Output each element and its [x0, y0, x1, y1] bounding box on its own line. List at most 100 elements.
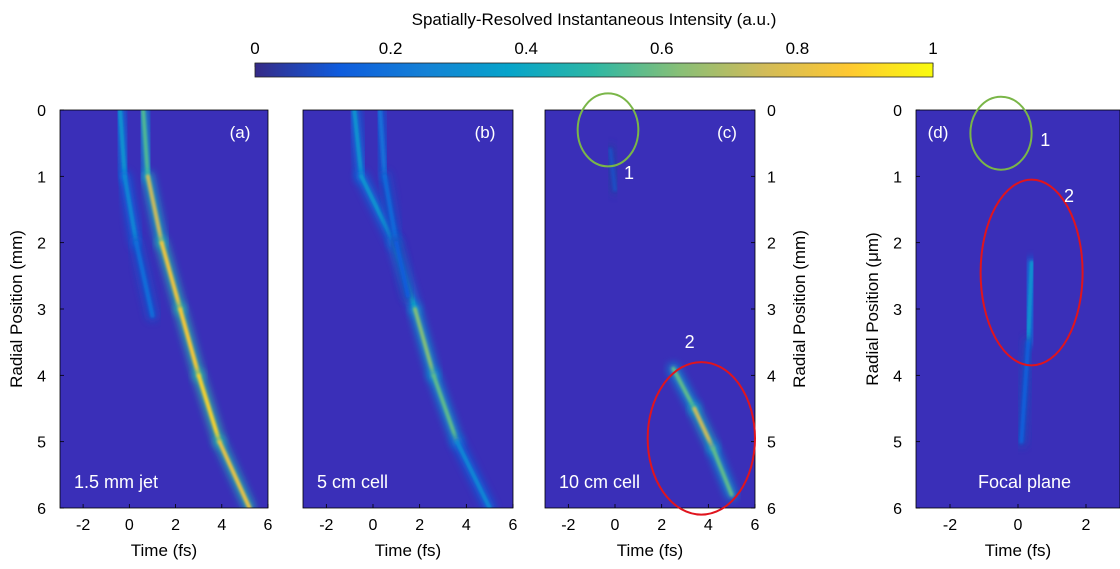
panel-a: -2 0 2 4 6 Time (fs) 0 1 2 3 4 5 6 Radial Position (m… [7, 103, 273, 560]
y-tick-label: 3 [767, 302, 776, 319]
heatmap-feature-secondary [134, 240, 155, 318]
y-axis-label: Radial Position (μm) [863, 232, 882, 385]
panel-annotation: 5 cm cell [317, 472, 388, 492]
panel-annotation: Focal plane [978, 472, 1071, 492]
x-tick-label: 2 [171, 517, 180, 534]
colorbar-label: Spatially-Resolved Instantaneous Intensi… [412, 10, 777, 29]
y-tick-label: 2 [893, 236, 902, 253]
x-tick-label: 2 [1082, 517, 1091, 534]
x-tick-label: -2 [943, 517, 957, 534]
heatmap-feature-main [431, 373, 459, 444]
ellipse-label: 2 [1064, 186, 1074, 206]
heatmap-feature-secondary [382, 174, 399, 245]
colorbar-tick-label: 0.4 [514, 39, 538, 58]
y-tick-label: 0 [37, 103, 46, 120]
x-tick-label: 0 [369, 517, 378, 534]
ellipse-label: 1 [624, 163, 634, 183]
x-tick-label: 0 [125, 517, 134, 534]
colorbar-tick-label: 0.2 [379, 39, 403, 58]
x-tick-label: 2 [657, 517, 666, 534]
x-tick-label: 6 [509, 517, 518, 534]
heatmap-feature-secondary [118, 110, 127, 179]
heatmap-feature-main [141, 110, 150, 179]
heatmap-feature-main [359, 174, 396, 245]
panel-label: (a) [230, 123, 251, 142]
panel-d: -2 0 2 Time (fs) 0 1 2 3 4 5 6 Radial Position (μm)… [863, 95, 1120, 560]
y-tick-label: 5 [37, 435, 46, 452]
y-tick-label: 0 [893, 103, 902, 120]
x-tick-label: 4 [462, 517, 471, 534]
y-tick-label: 1 [37, 169, 46, 186]
ellipse-label: 2 [685, 332, 695, 352]
heatmap-features [348, 110, 496, 508]
y-tick-label: 6 [37, 501, 46, 518]
x-tick-label: 0 [1014, 517, 1023, 534]
heatmap-feature-secondary [378, 110, 387, 179]
heatmap-feature-faint [608, 147, 617, 192]
heatmap-feature-main [159, 240, 183, 311]
heatmap-features [994, 110, 1038, 448]
x-tick-label: 4 [217, 517, 226, 534]
y-tick-label: 5 [893, 435, 902, 452]
panels: -2 0 2 4 6 Time (fs) 0 1 2 3 4 5 6 Radial Position (m… [7, 92, 1120, 560]
y-tick-label: 4 [767, 368, 776, 385]
heatmap-features [114, 110, 256, 508]
x-tick-label: -2 [561, 517, 575, 534]
x-tick-label: -2 [319, 517, 333, 534]
heatmap-feature-main [145, 174, 164, 245]
colorbar-gradient [254, 62, 934, 78]
heatmap-background [916, 110, 1120, 508]
panel-c: -2 0 2 4 6 Time (fs) 0 1 2 3 4 5 6 Radial Position (m… [544, 92, 809, 560]
y-tick-label: 6 [767, 501, 776, 518]
heatmap-background [60, 110, 268, 508]
x-axis-label: Time (fs) [375, 541, 441, 560]
colorbar-tick-label: 0.8 [786, 39, 810, 58]
y-tick-label: 1 [767, 169, 776, 186]
colorbar-tick-label: 0.6 [650, 39, 674, 58]
heatmap-features [601, 110, 738, 501]
x-axis-label: Time (fs) [985, 541, 1051, 560]
heatmap-feature-main [352, 110, 364, 179]
colorbar-tick-label: 1 [928, 39, 937, 58]
y-tick-label: 3 [37, 302, 46, 319]
heatmap-feature-main [711, 446, 734, 497]
ellipse-red [646, 361, 756, 516]
ellipse-green [576, 92, 640, 168]
y-axis-label: Radial Position (mm) [7, 230, 26, 388]
heatmap-feature-main [196, 373, 222, 444]
y-axis-label: Radial Position (mm) [790, 230, 809, 388]
heatmap-feature-secondary [122, 174, 139, 245]
heatmap-feature-main [413, 307, 436, 378]
heatmap-feature-main [217, 439, 252, 508]
x-tick-label: 6 [264, 517, 273, 534]
colorbar-tick-label: 0 [250, 39, 259, 58]
heatmap-feature-main [671, 366, 697, 411]
heatmap-feature-main [692, 406, 715, 451]
ellipse-label: 1 [1040, 130, 1050, 150]
x-tick-label: -2 [76, 517, 90, 534]
x-axis-label: Time (fs) [617, 541, 683, 560]
heatmap-feature-main [178, 307, 201, 378]
y-tick-label: 1 [893, 169, 902, 186]
y-tick-label: 6 [893, 501, 902, 518]
x-tick-label: 2 [415, 517, 424, 534]
y-tick-label: 3 [893, 302, 902, 319]
y-tick-label: 2 [37, 236, 46, 253]
panel-label: (b) [475, 123, 496, 142]
y-tick-label: 2 [767, 236, 776, 253]
ellipse-green [969, 95, 1033, 171]
axes-box [302, 109, 514, 509]
panel-b: -2 0 2 4 6 Time (fs) (b) 5 cm cell [302, 109, 518, 560]
panel-annotation: 1.5 mm jet [74, 472, 158, 492]
ellipse-red [979, 178, 1084, 367]
heatmap-feature-lobe [1019, 340, 1031, 444]
x-tick-label: 6 [751, 517, 760, 534]
heatmap-background [545, 110, 755, 508]
x-tick-label: 0 [611, 517, 620, 534]
heatmap-feature-main [455, 439, 492, 508]
y-tick-label: 4 [37, 368, 46, 385]
x-axis-label: Time (fs) [131, 541, 197, 560]
y-tick-label: 0 [767, 103, 776, 120]
panel-label: (c) [717, 123, 737, 142]
